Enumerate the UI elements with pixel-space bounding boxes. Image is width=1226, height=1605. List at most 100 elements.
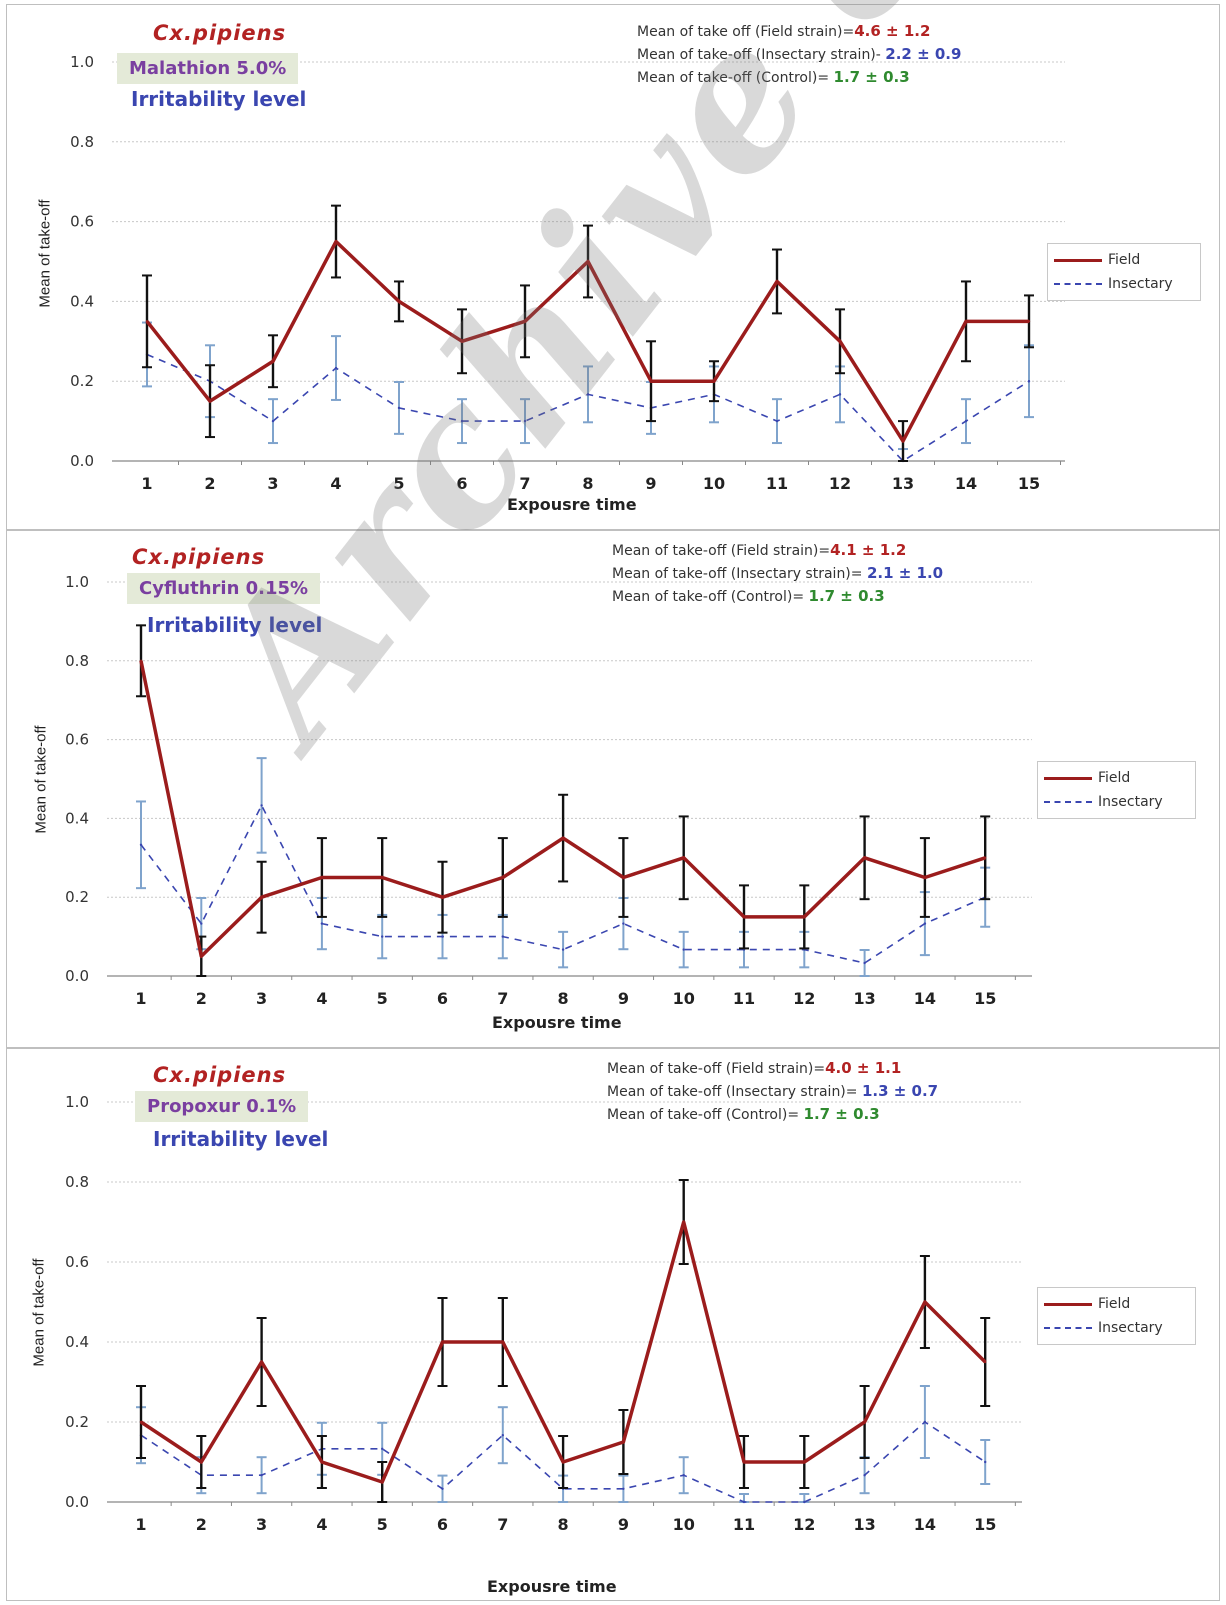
y-tick-label: 0.8	[65, 652, 89, 670]
y-tick-label: 0.2	[65, 888, 89, 906]
data-point-insectary	[586, 393, 590, 396]
data-point-insectary	[501, 935, 504, 938]
data-point-insectary	[984, 1460, 987, 1464]
data-point-insectary	[622, 922, 625, 925]
x-tick-label: 7	[519, 474, 530, 493]
data-point-insectary	[501, 1434, 504, 1437]
data-point-field	[1027, 320, 1031, 323]
data-point-insectary	[775, 419, 779, 423]
data-point-field	[501, 876, 504, 879]
species-title: Cx.pipiens	[132, 545, 266, 569]
data-point-field	[863, 1420, 866, 1424]
y-tick-label: 0.4	[65, 809, 89, 827]
x-tick-label: 1	[135, 989, 146, 1008]
x-tick-label: 11	[733, 1515, 755, 1534]
y-axis-label: Mean of take-off	[36, 199, 54, 308]
x-tick-label: 2	[204, 474, 215, 493]
x-tick-label: 4	[316, 989, 327, 1008]
data-point-field	[838, 340, 842, 343]
x-axis-label: Expousre time	[492, 1013, 622, 1032]
data-point-insectary	[561, 948, 565, 951]
series-line-insectary	[140, 1421, 986, 1503]
x-tick-label: 14	[914, 989, 936, 1008]
y-tick-label: 1.0	[70, 53, 94, 71]
x-tick-label: 14	[955, 474, 977, 493]
x-tick-label: 4	[330, 474, 341, 493]
data-point-field	[381, 876, 384, 879]
legend: Field Insectary	[1037, 1287, 1196, 1345]
x-tick-label: 8	[558, 1515, 569, 1534]
data-point-insectary	[803, 1500, 806, 1504]
data-point-field	[271, 360, 275, 363]
x-axis-label: Expousre time	[507, 495, 637, 514]
data-point-insectary	[381, 1447, 384, 1450]
legend: Field Insectary	[1037, 761, 1196, 819]
data-point-field	[139, 1420, 143, 1424]
y-tick-label: 0.0	[65, 967, 89, 985]
x-tick-label: 9	[618, 989, 629, 1008]
stat-control: Mean of take-off (Control)= 1.7 ± 0.3	[637, 68, 910, 86]
data-point-insectary	[622, 1487, 625, 1490]
data-point-insectary	[923, 922, 927, 925]
x-tick-label: 5	[377, 1515, 388, 1534]
y-axis-label: Mean of take-off	[32, 725, 50, 834]
stat-field: Mean of take-off (Field strain)=4.1 ± 1.…	[612, 541, 907, 559]
data-point-field	[803, 1460, 806, 1464]
x-tick-label: 13	[892, 474, 914, 493]
data-point-insectary	[682, 948, 685, 951]
stat-control: Mean of take-off (Control)= 1.7 ± 0.3	[612, 587, 885, 605]
data-point-insectary	[441, 935, 444, 938]
y-tick-label: 0.4	[70, 292, 94, 310]
x-tick-label: 12	[829, 474, 851, 493]
x-tick-label: 1	[135, 1515, 146, 1534]
legend-item-field: Field	[1054, 248, 1194, 272]
stat-control: Mean of take-off (Control)= 1.7 ± 0.3	[607, 1105, 880, 1123]
data-point-field	[334, 240, 338, 243]
data-point-field	[775, 280, 779, 283]
chart-plot-propoxur: 0.00.20.40.60.81.01 2 3 4 5 6 7 8 9 10 11 12 13 14 15	[65, 1093, 1022, 1534]
data-point-field	[200, 1460, 203, 1464]
data-point-field	[682, 1220, 685, 1224]
x-tick-label: 10	[703, 474, 725, 493]
data-point-field	[586, 260, 590, 263]
x-tick-label: 13	[853, 1515, 875, 1534]
legend-item-field: Field	[1044, 766, 1189, 790]
data-point-insectary	[863, 1474, 866, 1477]
x-tick-label: 9	[645, 474, 656, 493]
y-tick-label: 0.6	[70, 213, 94, 231]
x-tick-label: 8	[582, 474, 593, 493]
x-tick-label: 12	[793, 989, 815, 1008]
data-point-field	[863, 856, 866, 859]
data-point-field	[682, 856, 685, 859]
data-point-field	[260, 1360, 263, 1364]
data-point-insectary	[682, 1474, 685, 1477]
x-tick-label: 7	[497, 989, 508, 1008]
chart-panel-cyfluthrin: 0.0 0.2 0.4 0.6 0.8 1.0 1 2 3 4 5 6 7 8 9 10 11 12 13 14 15 …	[6, 530, 1220, 1048]
x-tick-label: 6	[437, 989, 448, 1008]
species-title: Cx.pipiens	[153, 1063, 287, 1087]
x-tick-label: 3	[256, 989, 267, 1008]
data-point-field	[622, 876, 625, 879]
data-point-field	[622, 1440, 625, 1444]
x-tick-label: 1	[141, 474, 152, 493]
y-tick-label: 0.8	[70, 133, 94, 151]
stat-field: Mean of take-off (Field strain)=4.0 ± 1.…	[607, 1059, 902, 1077]
y-tick-label: 0.2	[65, 1413, 89, 1431]
data-point-field	[139, 659, 143, 662]
data-point-field	[145, 320, 149, 323]
data-point-insectary	[742, 1500, 746, 1504]
x-tick-label: 8	[558, 989, 569, 1008]
y-tick-label: 0.6	[65, 1253, 89, 1271]
irritability-label: Irritability level	[153, 1127, 329, 1151]
irritability-label: Irritability level	[131, 87, 307, 111]
y-tick-label: 0.4	[65, 1333, 89, 1351]
data-point-field	[649, 380, 653, 383]
x-axis-label: Expousre time	[487, 1577, 617, 1596]
y-tick-label: 0.2	[70, 372, 94, 390]
stats-block: Mean of take-off (Field strain)=4.1 ± 1.…	[612, 539, 943, 608]
legend: Field Insectary	[1047, 243, 1201, 301]
y-tick-label: 1.0	[65, 573, 89, 591]
x-tick-label: 3	[267, 474, 278, 493]
data-point-field	[397, 300, 401, 303]
